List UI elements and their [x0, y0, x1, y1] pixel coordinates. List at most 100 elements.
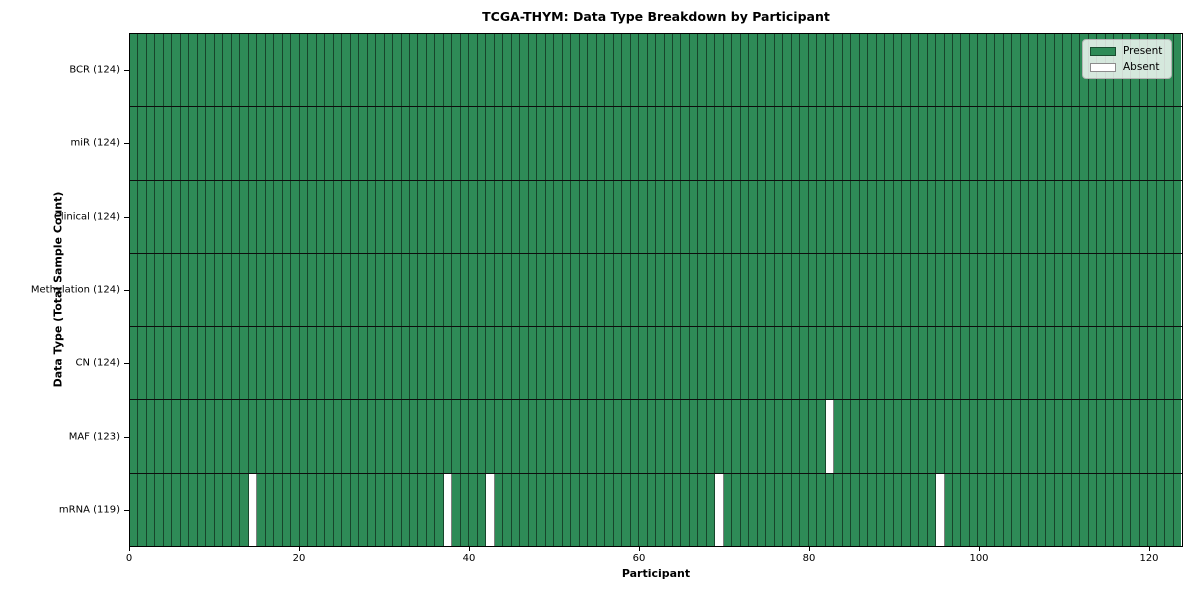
cell-absent: [936, 473, 945, 546]
cell-present: [698, 327, 707, 400]
cell-present: [291, 253, 300, 327]
cell-present: [817, 400, 826, 473]
cell-present: [808, 327, 818, 400]
cell-present: [316, 473, 326, 546]
cell-present: [885, 180, 894, 253]
cell-present: [1003, 327, 1013, 400]
cell-present: [910, 34, 920, 107]
cell-present: [231, 253, 241, 327]
cell-present: [1003, 400, 1013, 473]
cell-present: [401, 253, 410, 327]
cell-present: [588, 400, 597, 473]
cell-present: [477, 34, 487, 107]
cell-present: [1097, 180, 1106, 253]
cell-present: [698, 253, 707, 327]
cell-present: [902, 107, 911, 180]
cell-present: [1139, 473, 1149, 546]
cell-present: [1080, 400, 1089, 473]
cell-present: [248, 400, 258, 473]
cell-present: [1114, 180, 1123, 253]
cell-present: [452, 180, 461, 253]
cell-present: [274, 253, 283, 327]
cell-present: [681, 107, 690, 180]
cell-present: [155, 327, 164, 400]
cell-present: [757, 34, 767, 107]
cell-present: [163, 400, 173, 473]
cell-present: [639, 34, 648, 107]
cell-present: [978, 473, 987, 546]
cell-present: [477, 253, 487, 327]
cell-present: [146, 180, 156, 253]
cell-present: [834, 180, 843, 253]
cell-present: [774, 327, 784, 400]
cell-present: [240, 327, 249, 400]
cell-present: [1114, 473, 1123, 546]
cell-present: [656, 107, 665, 180]
cell-present: [1139, 180, 1149, 253]
cell-present: [291, 34, 300, 107]
cell-present: [180, 327, 190, 400]
cell-present: [1012, 400, 1021, 473]
cell-present: [477, 180, 487, 253]
cell-present: [1156, 327, 1166, 400]
cell-present: [197, 400, 207, 473]
cell-present: [469, 327, 478, 400]
cell-present: [1071, 473, 1081, 546]
cell-present: [1054, 34, 1064, 107]
cell-present: [851, 180, 860, 253]
cell-present: [1139, 327, 1149, 400]
cell-present: [766, 107, 775, 180]
cell-present: [689, 180, 699, 253]
cell-present: [1088, 400, 1098, 473]
cell-present: [291, 400, 300, 473]
cell-present: [443, 253, 453, 327]
cell-present: [986, 253, 996, 327]
cell-present: [486, 253, 495, 327]
cell-present: [588, 253, 597, 327]
cell-present: [316, 400, 326, 473]
cell-present: [757, 473, 767, 546]
cell-present: [528, 180, 538, 253]
cell-present: [919, 473, 928, 546]
cell-present: [409, 34, 419, 107]
cell-present: [656, 253, 665, 327]
cell-present: [528, 107, 538, 180]
cell-present: [969, 180, 979, 253]
cell-present: [571, 327, 580, 400]
cell-present: [817, 34, 826, 107]
cell-present: [579, 327, 589, 400]
cell-present: [435, 253, 444, 327]
cell-present: [944, 180, 953, 253]
x-tick-mark: [129, 547, 130, 551]
cell-present: [868, 107, 877, 180]
cell-present: [206, 473, 215, 546]
cell-present: [435, 473, 444, 546]
cell-present: [214, 107, 224, 180]
x-tick-label: 120: [1139, 553, 1159, 564]
cell-present: [664, 107, 673, 180]
cell-present: [944, 107, 953, 180]
cell-present: [257, 253, 266, 327]
cell-present: [893, 400, 903, 473]
cell-present: [673, 327, 682, 400]
cell-present: [206, 34, 215, 107]
cell-present: [851, 473, 860, 546]
cell-present: [1054, 253, 1064, 327]
cell-present: [783, 400, 792, 473]
cell-present: [282, 327, 292, 400]
cell-present: [172, 34, 181, 107]
cell-present: [944, 253, 953, 327]
cell-present: [757, 327, 767, 400]
cell-present: [130, 34, 139, 107]
cell-present: [537, 253, 546, 327]
cell-present: [995, 253, 1004, 327]
cell-present: [257, 180, 266, 253]
cell-present: [588, 107, 597, 180]
cell-present: [868, 473, 877, 546]
cell-present: [859, 107, 869, 180]
cell-present: [511, 253, 521, 327]
cell-present: [1088, 180, 1098, 253]
cell-present: [342, 34, 351, 107]
x-tick-mark: [299, 547, 300, 551]
cell-present: [1080, 327, 1089, 400]
